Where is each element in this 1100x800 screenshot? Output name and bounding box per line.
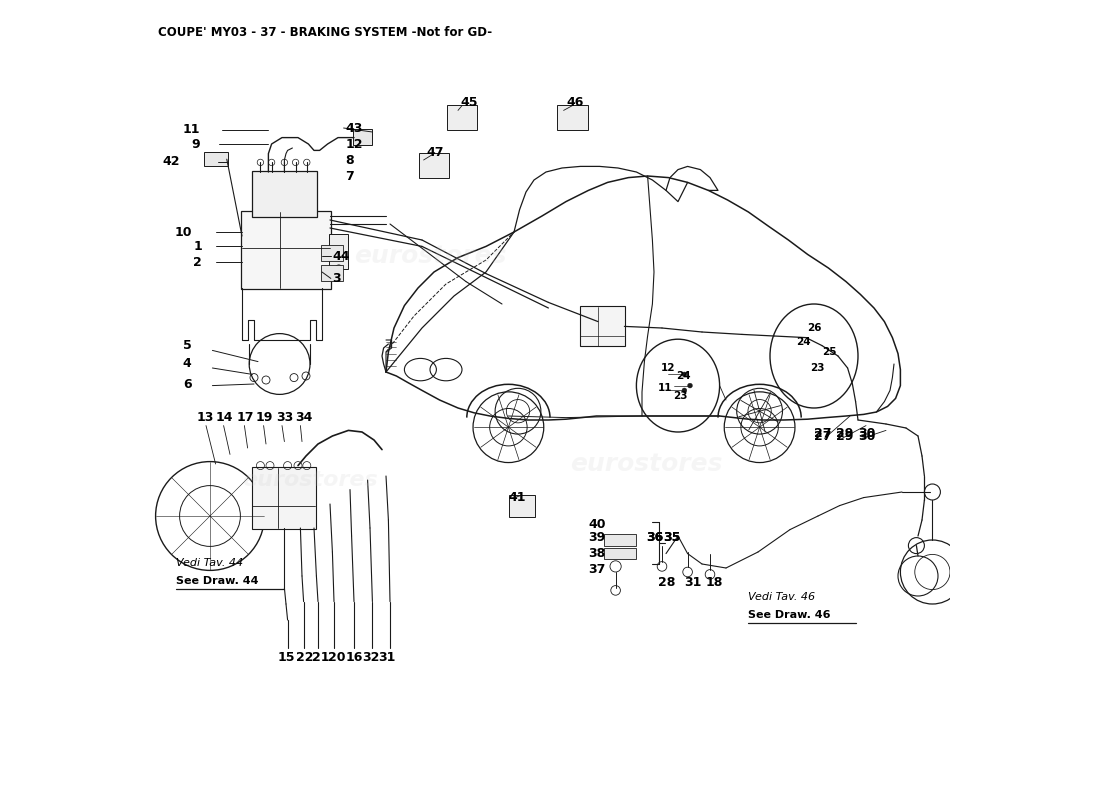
Text: 29: 29 [836, 430, 854, 442]
FancyBboxPatch shape [321, 265, 343, 281]
Text: 28: 28 [658, 576, 675, 589]
Text: 3: 3 [332, 272, 341, 285]
Text: 35: 35 [663, 531, 681, 544]
FancyBboxPatch shape [447, 105, 477, 130]
Text: See Draw. 46: See Draw. 46 [748, 610, 830, 620]
Text: 16: 16 [346, 651, 363, 664]
Text: 5: 5 [183, 339, 191, 352]
Text: 30: 30 [858, 427, 876, 440]
Text: 21: 21 [311, 651, 329, 664]
Text: 6: 6 [183, 378, 191, 390]
FancyBboxPatch shape [353, 129, 373, 145]
Text: 35: 35 [663, 531, 681, 544]
Text: 23: 23 [673, 391, 688, 401]
Text: 18: 18 [706, 576, 724, 589]
Text: 42: 42 [163, 155, 180, 168]
Text: 14: 14 [216, 411, 233, 424]
Text: eurostores: eurostores [354, 244, 506, 268]
Text: 36: 36 [646, 531, 663, 544]
Text: COUPE' MY03 - 37 - BRAKING SYSTEM -Not for GD-: COUPE' MY03 - 37 - BRAKING SYSTEM -Not f… [158, 26, 492, 38]
FancyBboxPatch shape [329, 234, 349, 269]
Text: 9: 9 [191, 138, 199, 150]
Text: 11: 11 [658, 383, 672, 393]
Text: 17: 17 [236, 411, 254, 424]
Text: 23: 23 [810, 363, 825, 373]
Text: 24: 24 [676, 371, 691, 381]
Text: 15: 15 [278, 651, 296, 664]
FancyBboxPatch shape [509, 495, 535, 517]
Text: Vedi Tav. 44: Vedi Tav. 44 [176, 558, 243, 568]
Text: 13: 13 [197, 411, 213, 424]
FancyBboxPatch shape [241, 211, 331, 289]
Text: 44: 44 [332, 250, 350, 262]
Text: 2: 2 [194, 256, 202, 269]
Text: 25: 25 [822, 347, 836, 357]
Text: 31: 31 [378, 651, 395, 664]
Text: 24: 24 [796, 338, 811, 347]
Text: 1: 1 [194, 240, 202, 253]
FancyBboxPatch shape [321, 245, 343, 261]
FancyBboxPatch shape [419, 153, 449, 178]
Text: 20: 20 [328, 651, 345, 664]
Text: 8: 8 [345, 154, 354, 166]
FancyBboxPatch shape [604, 548, 636, 559]
Text: 41: 41 [508, 491, 526, 504]
Text: 27: 27 [814, 430, 832, 442]
FancyBboxPatch shape [252, 467, 316, 529]
Text: 39: 39 [588, 531, 606, 544]
Text: 47: 47 [426, 146, 443, 158]
Text: 30: 30 [858, 430, 876, 442]
FancyBboxPatch shape [204, 152, 228, 166]
Text: 11: 11 [183, 123, 199, 136]
Text: 38: 38 [588, 547, 606, 560]
Text: 4: 4 [183, 358, 191, 370]
Text: 40: 40 [588, 518, 606, 530]
Text: Vedi Tav. 46: Vedi Tav. 46 [748, 592, 815, 602]
Text: 10: 10 [174, 226, 191, 238]
Text: 36: 36 [646, 531, 663, 544]
FancyBboxPatch shape [580, 306, 625, 346]
Text: eurostores: eurostores [242, 470, 378, 490]
Text: eurostores: eurostores [570, 452, 723, 476]
FancyBboxPatch shape [604, 534, 636, 546]
Text: 32: 32 [362, 651, 380, 664]
Text: 31: 31 [684, 576, 702, 589]
Text: 46: 46 [566, 96, 583, 109]
Circle shape [682, 388, 686, 393]
Text: 34: 34 [296, 411, 314, 424]
Text: 27: 27 [814, 427, 832, 440]
Circle shape [688, 383, 692, 388]
Text: 22: 22 [296, 651, 314, 664]
FancyBboxPatch shape [252, 171, 317, 217]
FancyBboxPatch shape [558, 105, 587, 130]
Text: 12: 12 [660, 363, 675, 373]
Text: 33: 33 [276, 411, 294, 424]
Text: 29: 29 [836, 427, 854, 440]
Text: 37: 37 [588, 563, 606, 576]
Text: 12: 12 [345, 138, 363, 150]
Text: 45: 45 [461, 96, 477, 109]
Text: 19: 19 [255, 411, 273, 424]
Circle shape [682, 372, 686, 377]
Text: 26: 26 [807, 323, 822, 333]
Text: 43: 43 [345, 122, 363, 134]
Text: See Draw. 44: See Draw. 44 [176, 576, 258, 586]
Text: 7: 7 [345, 170, 354, 182]
